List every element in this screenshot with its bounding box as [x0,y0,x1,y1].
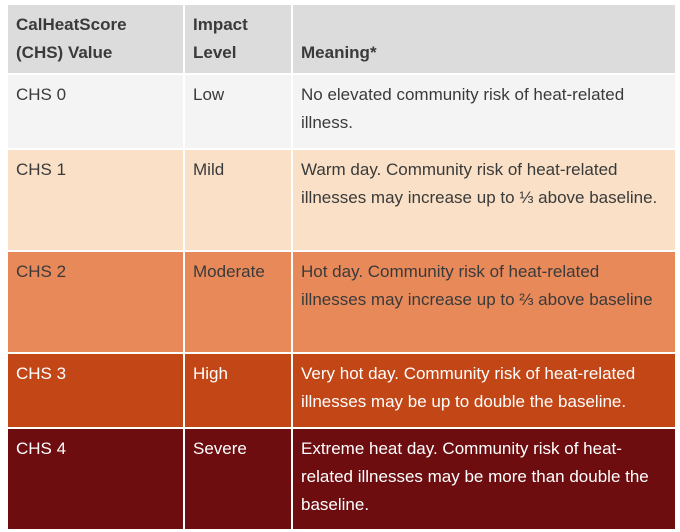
impact-level-cell: High [183,352,293,429]
header-impact-line2: Level [193,43,237,62]
impact-level-cell: Low [183,73,293,150]
meaning-cell: Extreme heat day. Community risk of heat… [291,427,677,531]
table-row-chs-1: CHS 1 Mild Warm day. Community risk of h… [6,148,677,252]
chs-value-cell: CHS 0 [6,73,185,150]
impact-level-cell: Mild [183,148,293,252]
table-row-chs-0: CHS 0 Low No elevated community risk of … [6,73,677,150]
chs-value-cell: CHS 4 [6,427,185,531]
header-chs-value: CalHeatScore (CHS) Value [6,3,185,75]
header-impact-line1: Impact [193,15,248,34]
meaning-cell: Very hot day. Community risk of heat-rel… [291,352,677,429]
meaning-cell: No elevated community risk of heat-relat… [291,73,677,150]
chs-value-cell: CHS 2 [6,250,185,354]
impact-level-cell: Severe [183,427,293,531]
table-row-chs-3: CHS 3 High Very hot day. Community risk … [6,352,677,429]
header-chs-value-line1: CalHeatScore [16,15,127,34]
header-impact-level: Impact Level [183,3,293,75]
meaning-cell: Hot day. Community risk of heat-related … [291,250,677,354]
header-chs-value-line2: (CHS) Value [16,43,113,62]
calheatscore-table: CalHeatScore (CHS) Value Impact Level Mean… [6,3,677,531]
meaning-cell: Warm day. Community risk of heat-related… [291,148,677,252]
header-meaning: Meaning* [291,3,677,75]
chs-value-cell: CHS 1 [6,148,185,252]
header-row: CalHeatScore (CHS) Value Impact Level Mean… [6,3,677,75]
impact-level-cell: Moderate [183,250,293,354]
chs-value-cell: CHS 3 [6,352,185,429]
table-row-chs-4: CHS 4 Severe Extreme heat day. Community… [6,427,677,531]
table-row-chs-2: CHS 2 Moderate Hot day. Community risk o… [6,250,677,354]
